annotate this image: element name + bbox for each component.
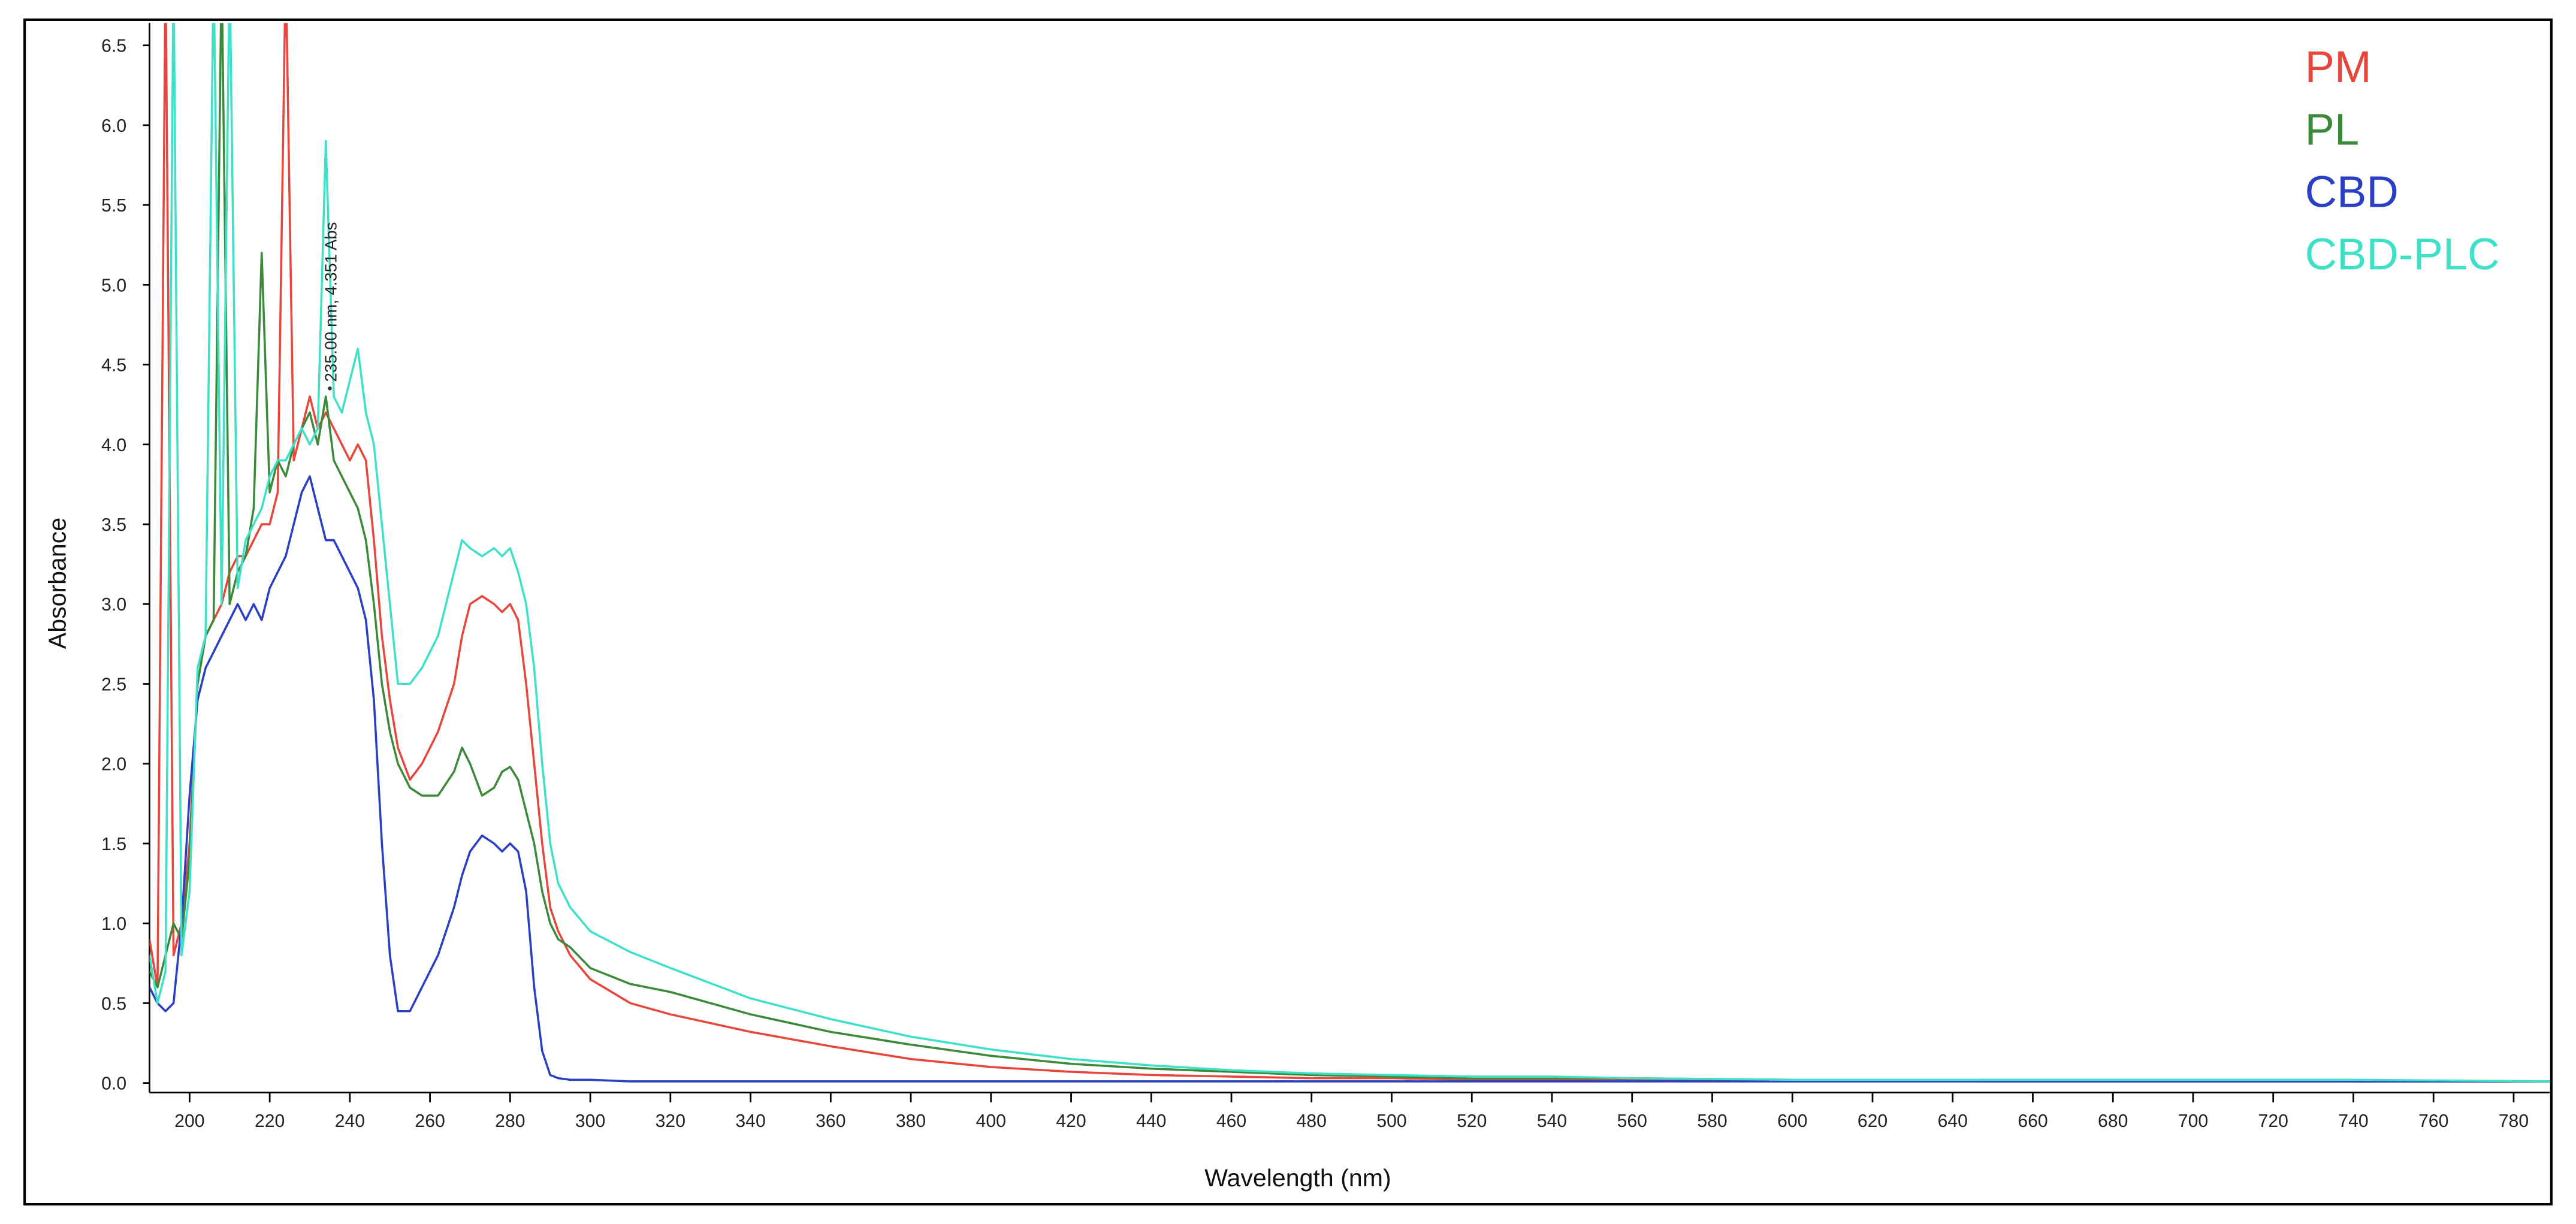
labels: 200 220 240 260 280 300 320 340 360 380 400 420 440 4… [101,37,2529,1132]
x-tick-label: 480 [1297,1111,1327,1131]
x-tick-label: 580 [1697,1111,1727,1131]
x-tick-label: 740 [2338,1111,2368,1131]
x-tick-label: 560 [1617,1111,1647,1131]
annotation-point [328,386,332,391]
x-tick-label: 300 [575,1111,605,1131]
x-tick-label: 240 [335,1111,365,1131]
y-tick-label: 3.5 [101,515,126,535]
x-tick-label: 460 [1216,1111,1246,1131]
y-tick-label: 2.0 [101,755,126,775]
x-tick-label: 340 [735,1111,765,1131]
axes [143,23,2550,1103]
x-tick-label: 720 [2258,1111,2288,1131]
y-tick-label: 0.5 [101,994,126,1014]
x-tick-label: 360 [816,1111,845,1131]
x-tick-label: 260 [415,1111,445,1131]
legend-entry: CBD [2305,167,2399,217]
y-tick-label: 4.0 [101,436,126,455]
y-tick-label: 6.0 [101,116,126,136]
x-tick-label: 520 [1457,1111,1487,1131]
x-tick-label: 280 [495,1111,525,1131]
x-axis-title: Wavelength (nm) [1204,1164,1391,1192]
x-tick-label: 320 [656,1111,685,1131]
x-tick-label: 200 [174,1111,204,1131]
y-tick-label: 2.5 [101,675,126,694]
x-tick-label: 780 [2499,1111,2529,1131]
x-tick-label: 420 [1056,1111,1086,1131]
x-tick-label: 600 [1777,1111,1807,1131]
y-tick-label: 5.5 [101,196,126,216]
y-tick-label: 3.0 [101,595,126,615]
x-tick-label: 760 [2418,1111,2448,1131]
series-line [149,23,2550,1083]
y-tick-label: 5.0 [101,276,126,295]
x-tick-label: 380 [896,1111,926,1131]
x-tick-label: 660 [2018,1111,2047,1131]
x-tick-label: 220 [255,1111,285,1131]
x-tick-label: 440 [1136,1111,1166,1131]
x-tick-label: 540 [1537,1111,1567,1131]
annotation: 235.00 nm, 4.351 Abs [321,222,340,382]
y-tick-label: 4.5 [101,356,126,376]
legend-entry: PL [2305,104,2360,154]
x-tick-label: 500 [1376,1111,1406,1131]
x-tick-label: 640 [1938,1111,1968,1131]
series-line [149,23,2550,1083]
series-line [149,475,2550,1083]
frame [23,18,2553,1206]
y-tick-label: 6.5 [101,37,126,56]
y-tick-label: 0.0 [101,1074,126,1094]
legend-entry: PM [2305,42,2372,92]
y-axis-title: Absorbance [44,518,71,649]
legend-entry: CBD-PLC [2305,229,2500,279]
y-tick-label: 1.5 [101,835,126,854]
x-tick-label: 700 [2178,1111,2208,1131]
x-tick-label: 620 [1858,1111,1888,1131]
x-tick-label: 680 [2098,1111,2128,1131]
plot-area [149,23,2550,1083]
y-tick-label: 1.0 [101,914,126,934]
x-tick-label: 400 [976,1111,1006,1131]
